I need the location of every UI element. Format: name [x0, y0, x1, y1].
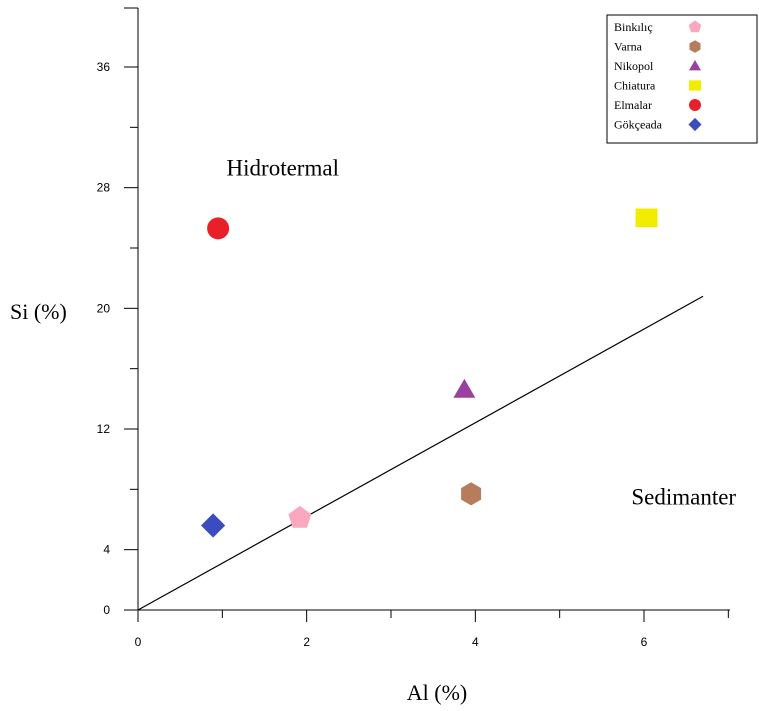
y-tick-label: 12	[97, 422, 111, 436]
x-tick-label: 4	[472, 635, 479, 649]
data-point-elmalar	[207, 217, 230, 240]
x-tick-label: 6	[641, 635, 648, 649]
y-tick-label: 0	[103, 603, 110, 617]
sedimentary-region-label: Sedimanter	[631, 484, 736, 509]
data-points	[201, 208, 658, 538]
legend-marker-chiatura	[689, 80, 701, 91]
ticks: 0 2 4 6 0 4 12 20 28 36	[97, 60, 729, 649]
legend-label: Nikopol	[614, 59, 654, 73]
y-tick-label: 28	[97, 181, 111, 195]
legend-label: Gökçeada	[614, 118, 663, 132]
x-axis-title: Al (%)	[407, 680, 467, 705]
data-point-varna	[461, 482, 482, 506]
annotations: Hidrotermal Sedimanter	[227, 156, 737, 510]
data-point-gökçeada	[201, 513, 226, 538]
legend-label: Binkılıç	[614, 20, 653, 34]
axes	[124, 7, 730, 611]
legend-marker-varna	[689, 40, 701, 53]
reference-line-group	[137, 295, 704, 611]
y-axis-title: Si (%)	[10, 299, 67, 324]
y-tick-label: 20	[97, 301, 111, 315]
reference-line	[137, 295, 704, 611]
legend-marker-nikopol	[689, 60, 701, 71]
legend-marker-elmalar	[689, 99, 701, 111]
hydrothermal-region-label: Hidrotermal	[227, 156, 339, 181]
legend-marker-binkılıç	[688, 20, 702, 33]
legend-marker-gökçeada	[688, 117, 702, 132]
legend-label: Varna	[614, 40, 643, 54]
legend-label: Elmalar	[614, 98, 652, 112]
x-tick-label: 2	[303, 635, 310, 649]
data-point-nikopol	[453, 378, 476, 398]
x-tick-label: 0	[135, 635, 142, 649]
legend-label: Chiatura	[614, 79, 656, 93]
y-tick-label: 36	[97, 60, 111, 74]
data-point-chiatura	[635, 208, 658, 228]
data-point-binkılıç	[288, 505, 312, 528]
y-tick-label: 4	[103, 543, 110, 557]
legend: Binkılıç Varna Nikopol Chiatura Elmalar Gökçe…	[606, 14, 758, 144]
legend-box	[606, 14, 758, 144]
